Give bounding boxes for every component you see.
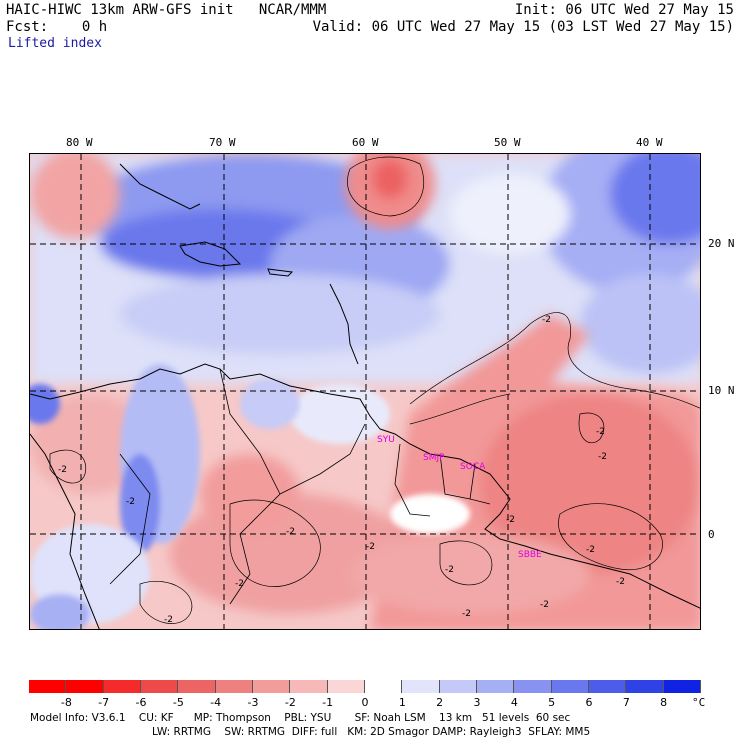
contour-labels: -2 -2 -2 -2 -2 -2 -2 -2 -2 -2 -2 -2 -2 -… [58, 315, 625, 625]
lon-label-50w: 50 W [494, 136, 521, 149]
lon-label-60w: 60 W [352, 136, 379, 149]
station-label-soca: SOCA [460, 462, 486, 472]
colorbar-swatch [477, 680, 515, 693]
contour-label: -2 [542, 315, 551, 325]
colorbar-tick-label: -8 [60, 696, 72, 709]
colorbar-swatch [439, 680, 477, 693]
colorbar-tick-label: 6 [585, 696, 593, 709]
colorbar-swatch [514, 680, 552, 693]
contour-label: -2 [286, 527, 295, 537]
colorbar-tick-label: 4 [510, 696, 518, 709]
init-time: Init: 06 UTC Wed 27 May 15 [514, 2, 734, 18]
coast-lesser-antilles [329, 283, 359, 365]
colorbar-swatch [551, 680, 589, 693]
contours-minus2 [49, 156, 700, 624]
border-guyana [394, 443, 431, 517]
coast-cuba [119, 163, 201, 210]
colorbar-swatch [253, 680, 291, 693]
model-title: HAIC-HIWC 13km ARW-GFS init NCAR/MMM [6, 2, 327, 18]
colorbar-tick-label: -7 [98, 696, 110, 709]
contour-label: -2 [506, 515, 515, 525]
colorbar-tick-label: -3 [247, 696, 259, 709]
field-name: Lifted index [8, 36, 102, 51]
contour-label: -2 [598, 452, 607, 462]
coast-puerto-rico [267, 268, 294, 277]
contour-label: -2 [58, 465, 67, 475]
lat-label-20n: 20 N [708, 237, 735, 250]
colorbar-swatch [365, 680, 403, 693]
station-label-syu: SYU [377, 435, 395, 445]
colorbar-swatch [29, 680, 67, 693]
coast-pacific [30, 433, 100, 629]
colorbar-tick-label: 1 [398, 696, 406, 709]
coastlines [30, 163, 700, 629]
lon-label-40w: 40 W [636, 136, 663, 149]
colorbar-swatch [66, 680, 104, 693]
contour-label: -2 [540, 600, 549, 610]
coast-south-america-north [30, 363, 700, 609]
colorbar-swatch [215, 680, 253, 693]
colorbar-swatch [663, 680, 701, 693]
colorbar-swatch [178, 680, 216, 693]
contour-label: -2 [596, 427, 605, 437]
contour-label: -2 [586, 545, 595, 555]
valid-time: Valid: 06 UTC Wed 27 May 15 (03 LST Wed … [312, 19, 734, 35]
border-french-guiana [469, 463, 491, 505]
colorbar-swatch [626, 680, 664, 693]
colorbar-swatch [141, 680, 179, 693]
colorbar-tick-label: 0 [361, 696, 369, 709]
colorbar-tick-label: -2 [284, 696, 296, 709]
contour-label: -2 [462, 609, 471, 619]
contour-label: -2 [366, 542, 375, 552]
unstable-field [30, 154, 700, 629]
colorbar-tick-label: 5 [548, 696, 556, 709]
lifted-index-map: -2 -2 -2 -2 -2 -2 -2 -2 -2 -2 -2 -2 -2 -… [29, 153, 701, 630]
colorbar-unit: °C [692, 696, 706, 709]
colorbar-tick-label: -4 [210, 696, 222, 709]
colorbar-tick-label: -5 [172, 696, 184, 709]
map-canvas: -2 -2 -2 -2 -2 -2 -2 -2 -2 -2 -2 -2 -2 -… [30, 154, 700, 629]
colorbar-swatch [290, 680, 328, 693]
contour-label: -2 [616, 577, 625, 587]
border-colombia-ecuador [109, 453, 151, 585]
border-venezuela-brazil [279, 423, 366, 495]
colorbar-swatch [327, 680, 365, 693]
stable-field-north [30, 154, 700, 384]
colorbar-swatch [402, 680, 440, 693]
colorbar-tick-label: 2 [436, 696, 444, 709]
colorbar-swatch [589, 680, 627, 693]
borders [109, 368, 491, 605]
colorbar-tick-label: -6 [135, 696, 147, 709]
model-info-line2: LW: RRTMG SW: RRTMG DIFF: full KM: 2D Sm… [152, 726, 591, 738]
model-info-line1: Model Info: V3.6.1 CU: KF MP: Thompson P… [30, 712, 571, 724]
colorbar-tick-label: -1 [322, 696, 334, 709]
colorbar [29, 680, 701, 693]
colorbar-tick-label: 7 [622, 696, 630, 709]
lat-lon-grid [30, 154, 700, 629]
contour-label: -2 [445, 565, 454, 575]
station-label-smjp: SMJP [423, 453, 445, 463]
forecast-hour: Fcst: 0 h [6, 19, 108, 35]
border-suriname [439, 453, 471, 500]
stations: SYU SMJP SOCA SBBE [377, 435, 542, 560]
lon-label-70w: 70 W [209, 136, 236, 149]
contour-label: -2 [164, 615, 173, 625]
colorbar-swatch [103, 680, 141, 693]
colorbar-tick-label: 3 [473, 696, 481, 709]
lat-label-0: 0 [708, 528, 715, 541]
contour-label: -2 [235, 579, 244, 589]
coast-hispaniola [179, 241, 242, 267]
lon-label-80w: 80 W [66, 136, 93, 149]
contour-label: -2 [126, 497, 135, 507]
lat-label-10n: 10 N [708, 384, 735, 397]
station-label-sbbe: SBBE [518, 550, 542, 560]
colorbar-tick-label: 8 [660, 696, 668, 709]
border-colombia-venezuela [219, 368, 281, 605]
